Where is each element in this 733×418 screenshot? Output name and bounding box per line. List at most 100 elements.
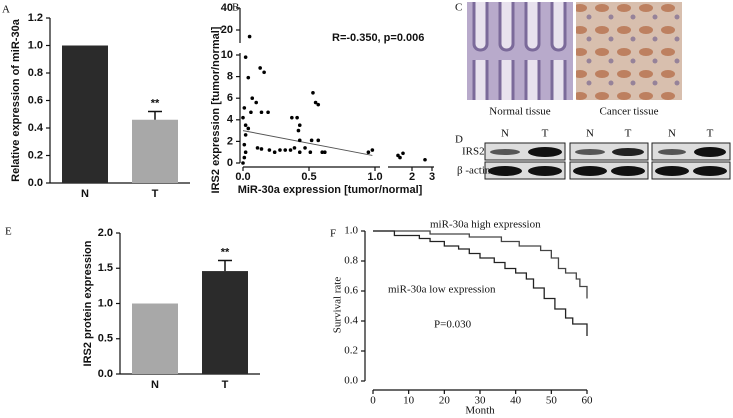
point [267, 148, 272, 152]
y-tick-label: 0.0 [344, 375, 358, 387]
band [528, 166, 562, 176]
point [266, 110, 270, 115]
panel-label: B [232, 2, 239, 14]
lane-label: T [542, 128, 549, 140]
y-tick-label: 20 [221, 24, 233, 36]
point [243, 133, 248, 137]
x-tick-label: 0.5 [301, 171, 316, 183]
panel-label: C [455, 2, 462, 14]
x-tick-label: 20 [439, 395, 451, 407]
row-label: β -actin [457, 165, 491, 177]
point [242, 106, 247, 110]
point [423, 157, 427, 162]
point [250, 96, 255, 100]
y-tick-label: 0.4 [28, 122, 44, 134]
band [693, 166, 727, 176]
panel-label: F [330, 228, 336, 240]
panel-label: D [455, 134, 463, 146]
y-tick-label: 40 [221, 2, 233, 14]
x-tick-label: T [222, 379, 229, 391]
x-tick-label: 1.0 [367, 171, 382, 183]
band [612, 148, 644, 156]
point [259, 147, 264, 151]
y-tick-label: 0.8 [344, 255, 358, 267]
point [258, 66, 262, 70]
y-tick-label: 0.4 [344, 315, 358, 327]
y-tick-label: 1.0 [28, 39, 43, 51]
panel-label: A [2, 4, 10, 16]
x-tick-label: 3 [429, 171, 435, 183]
y-tick-label: 2.0 [98, 227, 113, 239]
point [246, 75, 251, 80]
point [242, 155, 247, 160]
point [249, 110, 253, 115]
y-tick-label: 10 [221, 49, 233, 61]
point [243, 123, 248, 127]
survival-curve [373, 230, 588, 336]
point [283, 148, 288, 152]
bar [132, 119, 178, 183]
y-axis-label: IRS2 expression [tumor/normal] [210, 26, 222, 193]
y-tick-label: 0.0 [28, 177, 43, 189]
point [309, 138, 314, 143]
point [247, 34, 252, 39]
point [401, 151, 405, 156]
point [313, 100, 318, 105]
x-tick-label: 50 [546, 395, 558, 407]
trend-line [242, 130, 373, 156]
y-tick-label: 0 [227, 157, 233, 169]
point [316, 138, 321, 143]
normal-tissue-image [467, 2, 573, 100]
bar [202, 271, 248, 374]
x-tick-label: 60 [582, 395, 594, 407]
y-tick-label: 0.2 [28, 149, 43, 161]
y-tick-label: 6 [227, 92, 233, 104]
point [262, 70, 266, 75]
x-tick-label: 30 [475, 395, 487, 407]
y-tick-label: 0.6 [344, 285, 358, 297]
y-tick-label: 0.2 [344, 345, 358, 357]
bar [62, 45, 108, 183]
x-tick-label: 40 [510, 395, 522, 407]
point [366, 150, 371, 154]
y-tick-label: 1.2 [28, 12, 43, 24]
band [488, 166, 522, 176]
point [320, 150, 325, 154]
y-tick-label: 0.6 [28, 94, 43, 106]
band [528, 147, 562, 157]
point [370, 148, 375, 152]
y-tick-label: 2 [227, 135, 233, 147]
point [278, 148, 282, 152]
point [246, 126, 251, 131]
point [242, 142, 247, 147]
cancer-tissue-image [576, 2, 682, 100]
point [303, 146, 307, 150]
point [323, 150, 327, 154]
band [611, 166, 645, 176]
series-label: miR-30a low expression [388, 284, 496, 296]
significance: ** [221, 246, 230, 258]
bar [132, 303, 178, 374]
series-label: miR-30a high expression [430, 219, 541, 231]
x-tick-label: 2 [409, 171, 415, 183]
lane-label: T [707, 128, 714, 140]
x-tick-label: 0 [370, 395, 376, 407]
western-blot: D N T N T N T IRS2 β -actin [455, 128, 731, 180]
y-tick-label: 1.5 [98, 262, 113, 274]
x-axis-label: Month [465, 405, 495, 417]
survival-curve [373, 230, 588, 299]
annotation: P=0.030 [434, 319, 472, 331]
x-tick-label: N [81, 188, 89, 200]
point [272, 150, 277, 154]
band [573, 166, 607, 176]
point [290, 115, 294, 120]
point [308, 150, 313, 154]
y-tick-label: 1.0 [344, 225, 358, 237]
image-label: Normal tissue [489, 106, 551, 118]
lane-label: N [501, 128, 509, 140]
point [243, 150, 248, 154]
point [259, 110, 264, 115]
y-tick-label: 8 [227, 71, 233, 83]
point [255, 146, 260, 150]
point [316, 102, 321, 107]
